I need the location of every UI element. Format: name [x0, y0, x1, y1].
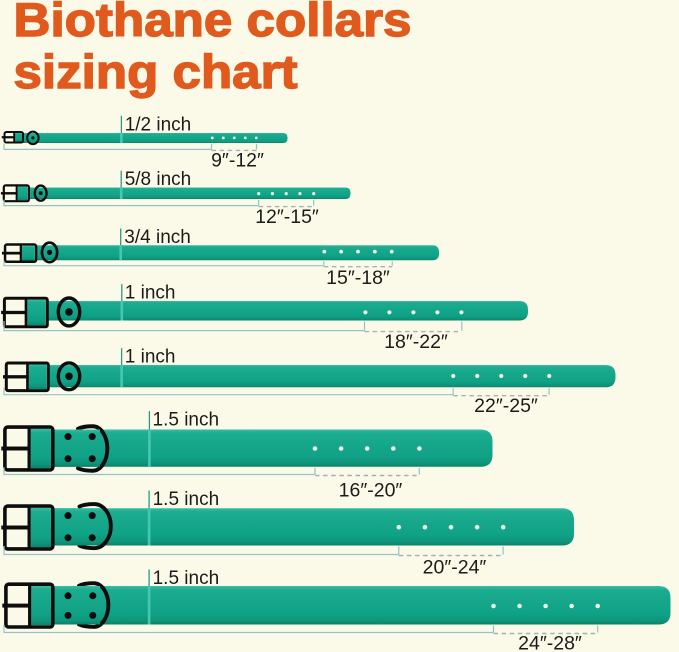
svg-text:1.5 inch: 1.5 inch — [153, 568, 220, 589]
svg-text:sizing chart: sizing chart — [14, 45, 298, 98]
svg-text:20″-24″: 20″-24″ — [423, 557, 487, 579]
svg-text:Biothane collars: Biothane collars — [14, 0, 412, 46]
svg-text:1.5 inch: 1.5 inch — [153, 489, 220, 510]
svg-text:1 inch: 1 inch — [125, 347, 176, 368]
svg-text:15″-18″: 15″-18″ — [326, 267, 390, 289]
svg-text:24″-28″: 24″-28″ — [518, 633, 582, 652]
svg-text:1/2 inch: 1/2 inch — [125, 114, 192, 135]
svg-text:22″-25″: 22″-25″ — [474, 395, 538, 417]
svg-text:12″-15″: 12″-15″ — [255, 206, 319, 228]
svg-text:16″-20″: 16″-20″ — [339, 480, 403, 502]
svg-text:1.5 inch: 1.5 inch — [153, 410, 220, 431]
svg-text:1 inch: 1 inch — [125, 283, 176, 304]
svg-text:9″-12″: 9″-12″ — [211, 150, 264, 172]
svg-text:5/8 inch: 5/8 inch — [125, 169, 192, 190]
svg-text:18″-22″: 18″-22″ — [384, 331, 448, 353]
svg-text:3/4 inch: 3/4 inch — [124, 227, 191, 248]
